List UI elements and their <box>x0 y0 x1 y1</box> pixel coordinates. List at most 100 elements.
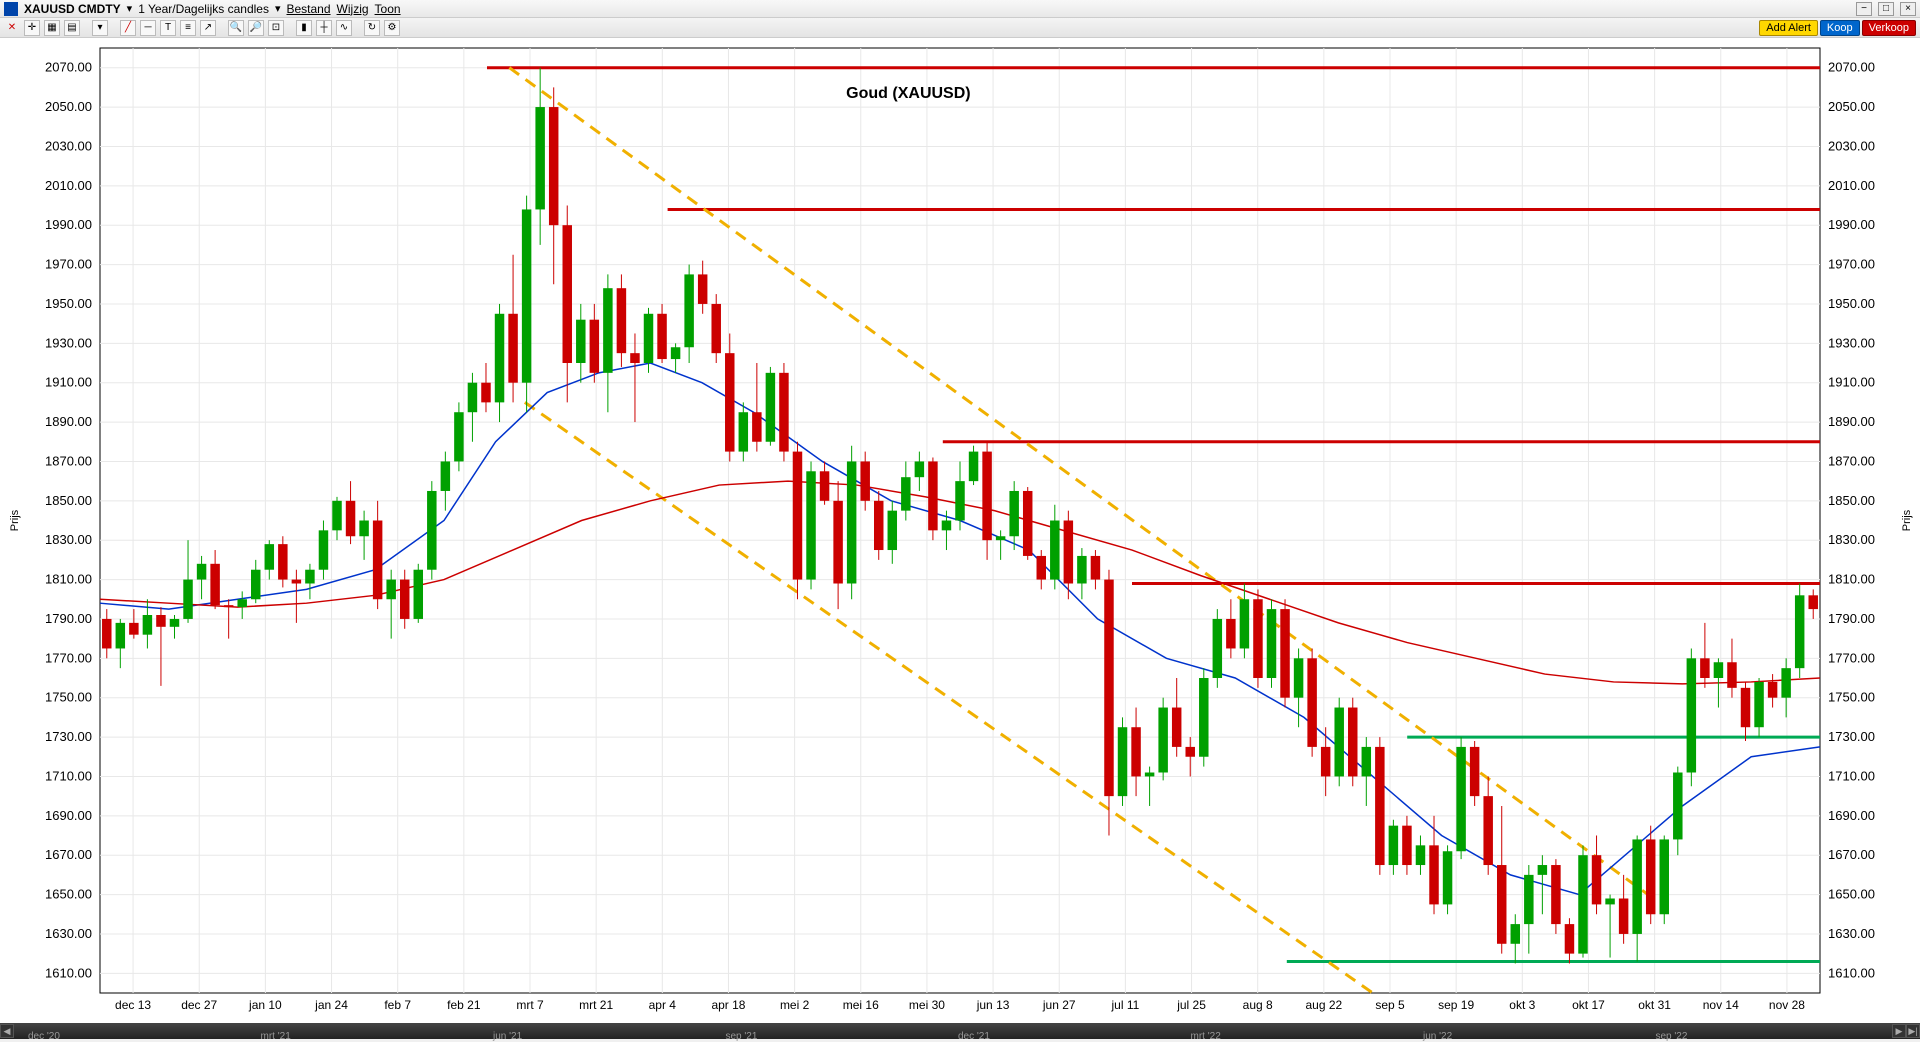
svg-text:1670.00: 1670.00 <box>45 847 92 862</box>
chart-area[interactable]: 1610.001610.001630.001630.001650.001650.… <box>0 38 1920 1023</box>
svg-text:jul 25: jul 25 <box>1176 998 1206 1012</box>
svg-text:1870.00: 1870.00 <box>1828 453 1875 468</box>
tool-draw-arrow-icon[interactable]: ↗ <box>200 20 216 36</box>
dropdown-icon[interactable]: ▾ <box>127 2 133 15</box>
svg-text:dec 13: dec 13 <box>115 998 151 1012</box>
svg-text:1810.00: 1810.00 <box>1828 572 1875 587</box>
svg-text:okt 17: okt 17 <box>1572 998 1605 1012</box>
svg-text:1670.00: 1670.00 <box>1828 847 1875 862</box>
svg-text:1890.00: 1890.00 <box>45 414 92 429</box>
svg-text:1910.00: 1910.00 <box>45 375 92 390</box>
svg-text:1830.00: 1830.00 <box>1828 532 1875 547</box>
svg-text:aug 8: aug 8 <box>1243 998 1273 1012</box>
svg-text:1910.00: 1910.00 <box>1828 375 1875 390</box>
svg-text:1770.00: 1770.00 <box>1828 650 1875 665</box>
svg-text:mei 2: mei 2 <box>780 998 810 1012</box>
svg-text:1630.00: 1630.00 <box>45 926 92 941</box>
svg-text:1890.00: 1890.00 <box>1828 414 1875 429</box>
svg-text:aug 22: aug 22 <box>1305 998 1342 1012</box>
svg-text:1650.00: 1650.00 <box>45 887 92 902</box>
price-chart[interactable]: 1610.001610.001630.001630.001650.001650.… <box>0 38 1920 1023</box>
tool-draw-fib-icon[interactable]: ≡ <box>180 20 196 36</box>
tool-dropdown[interactable]: ▾ <box>92 20 108 36</box>
svg-text:sep 5: sep 5 <box>1375 998 1405 1012</box>
tool-draw-text-icon[interactable]: Τ <box>160 20 176 36</box>
close-button[interactable]: × <box>1900 2 1916 16</box>
svg-text:1990.00: 1990.00 <box>1828 217 1875 232</box>
svg-text:1950.00: 1950.00 <box>45 296 92 311</box>
svg-text:nov 14: nov 14 <box>1703 998 1739 1012</box>
tool-zoom-out-icon[interactable]: 🔎 <box>248 20 264 36</box>
timeline-footer[interactable]: ◀ dec '20mrt '21jun '21sep '21dec '21mrt… <box>0 1023 1920 1039</box>
svg-text:2030.00: 2030.00 <box>1828 138 1875 153</box>
svg-text:1830.00: 1830.00 <box>45 532 92 547</box>
svg-text:Prijs: Prijs <box>1901 509 1913 531</box>
svg-text:1810.00: 1810.00 <box>45 572 92 587</box>
range-dropdown[interactable]: 1 Year/Dagelijks candles <box>138 2 269 16</box>
svg-text:mei 16: mei 16 <box>843 998 879 1012</box>
svg-text:2070.00: 2070.00 <box>1828 60 1875 75</box>
svg-text:mrt 7: mrt 7 <box>516 998 544 1012</box>
tool-ohlc-icon[interactable]: ┼ <box>316 20 332 36</box>
svg-text:1950.00: 1950.00 <box>1828 296 1875 311</box>
tool-candle-icon[interactable]: ▮ <box>296 20 312 36</box>
svg-text:Goud (XAUUSD): Goud (XAUUSD) <box>846 85 970 102</box>
dropdown-icon[interactable]: ▾ <box>275 2 281 15</box>
minimize-button[interactable]: − <box>1856 2 1872 16</box>
toolbar: ✕ ✛ ▦ ▤ ▾ ╱ ─ Τ ≡ ↗ 🔍 🔎 ⊡ ▮ ┼ ∿ ↻ ⚙ Add … <box>0 18 1920 38</box>
tool-close-icon[interactable]: ✕ <box>4 20 20 36</box>
scroll-end-button[interactable]: ▶| <box>1906 1024 1920 1038</box>
maximize-button[interactable]: □ <box>1878 2 1894 16</box>
timeline-label: sep '21 <box>718 1031 766 1042</box>
tool-fit-icon[interactable]: ⊡ <box>268 20 284 36</box>
svg-text:1730.00: 1730.00 <box>1828 729 1875 744</box>
svg-text:1710.00: 1710.00 <box>45 768 92 783</box>
tool-chart-icon[interactable]: ▤ <box>64 20 80 36</box>
app-window: XAUUSD CMDTY▾ 1 Year/Dagelijks candles▾ … <box>0 0 1920 1039</box>
menu-toon[interactable]: Toon <box>375 2 401 16</box>
tool-zoom-in-icon[interactable]: 🔍 <box>228 20 244 36</box>
svg-text:1850.00: 1850.00 <box>1828 493 1875 508</box>
svg-text:jun 13: jun 13 <box>976 998 1010 1012</box>
scroll-left-button[interactable]: ◀ <box>0 1024 14 1038</box>
svg-text:1970.00: 1970.00 <box>1828 257 1875 272</box>
tool-line-icon[interactable]: ∿ <box>336 20 352 36</box>
svg-text:1790.00: 1790.00 <box>1828 611 1875 626</box>
tool-draw-line-icon[interactable]: ╱ <box>120 20 136 36</box>
svg-text:mei 30: mei 30 <box>909 998 945 1012</box>
sell-button[interactable]: Verkoop <box>1862 20 1916 36</box>
svg-text:1990.00: 1990.00 <box>45 217 92 232</box>
ticker-symbol[interactable]: XAUUSD CMDTY <box>24 2 121 16</box>
svg-text:dec 27: dec 27 <box>181 998 217 1012</box>
svg-text:mrt 21: mrt 21 <box>579 998 613 1012</box>
svg-text:1970.00: 1970.00 <box>45 257 92 272</box>
svg-text:2030.00: 2030.00 <box>45 138 92 153</box>
svg-text:2070.00: 2070.00 <box>45 60 92 75</box>
timeline-label: sep '22 <box>1648 1031 1696 1042</box>
menu-bestand[interactable]: Bestand <box>287 2 331 16</box>
menu-wijzig[interactable]: Wijzig <box>337 2 369 16</box>
add-alert-button[interactable]: Add Alert <box>1759 20 1818 36</box>
tool-refresh-icon[interactable]: ↻ <box>364 20 380 36</box>
tool-crosshair-icon[interactable]: ✛ <box>24 20 40 36</box>
buy-button[interactable]: Koop <box>1820 20 1860 36</box>
tool-grid-icon[interactable]: ▦ <box>44 20 60 36</box>
svg-text:1650.00: 1650.00 <box>1828 887 1875 902</box>
svg-text:1630.00: 1630.00 <box>1828 926 1875 941</box>
timeline-label: jun '21 <box>485 1031 530 1042</box>
svg-text:okt 31: okt 31 <box>1638 998 1671 1012</box>
svg-text:sep 19: sep 19 <box>1438 998 1474 1012</box>
scroll-right-button[interactable]: ▶ <box>1892 1024 1906 1038</box>
svg-text:1930.00: 1930.00 <box>1828 335 1875 350</box>
svg-text:apr 4: apr 4 <box>649 998 677 1012</box>
svg-text:1710.00: 1710.00 <box>1828 768 1875 783</box>
svg-text:feb 21: feb 21 <box>447 998 481 1012</box>
svg-text:nov 28: nov 28 <box>1769 998 1805 1012</box>
tool-settings-icon[interactable]: ⚙ <box>384 20 400 36</box>
timeline-label: dec '20 <box>20 1031 68 1042</box>
tool-draw-hline-icon[interactable]: ─ <box>140 20 156 36</box>
svg-text:feb 7: feb 7 <box>384 998 411 1012</box>
timeline-label: jun '22 <box>1415 1031 1460 1042</box>
svg-text:apr 18: apr 18 <box>711 998 745 1012</box>
svg-text:jul 11: jul 11 <box>1110 998 1139 1012</box>
